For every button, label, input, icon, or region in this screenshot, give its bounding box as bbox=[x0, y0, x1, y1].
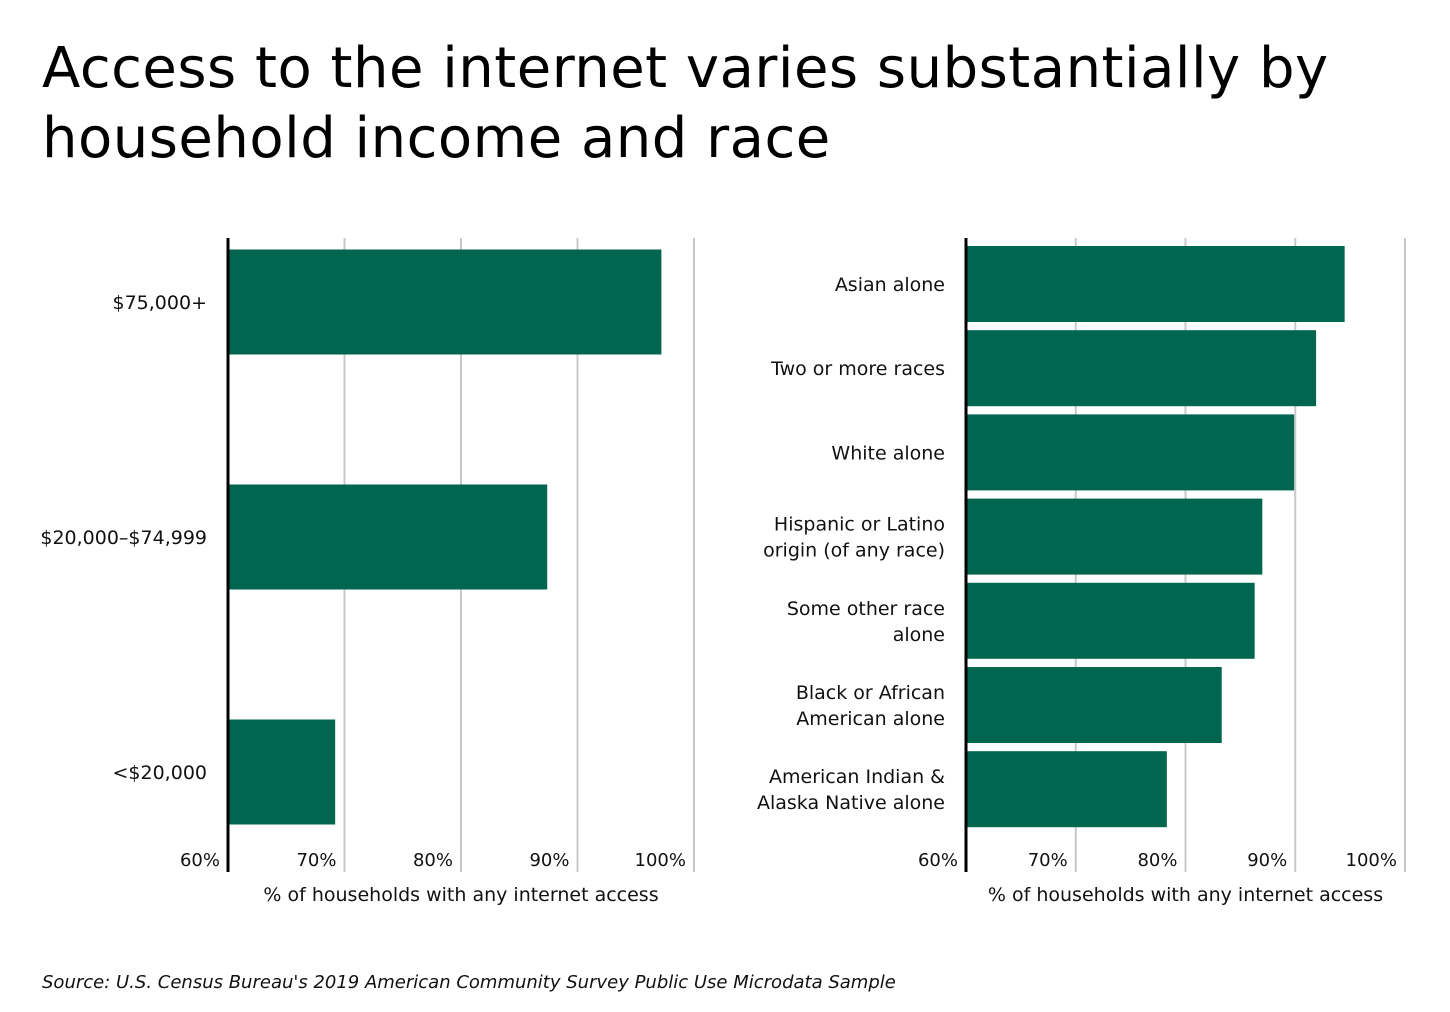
race-category-label: Hispanic or Latino bbox=[774, 514, 945, 536]
race-category-label: Asian alone bbox=[835, 274, 945, 296]
race-bar bbox=[966, 667, 1222, 743]
income-tick-label: 70% bbox=[296, 850, 336, 871]
income-tick-label: 100% bbox=[635, 850, 686, 871]
race-category-label: Alaska Native alone bbox=[757, 792, 945, 814]
income-bar bbox=[228, 484, 548, 590]
race-bar bbox=[966, 498, 1263, 575]
race-tick-label: 70% bbox=[1028, 850, 1068, 871]
income-x-axis-title: % of households with any internet access bbox=[263, 884, 658, 906]
income-tick-label: 90% bbox=[529, 850, 569, 871]
income-bar bbox=[228, 249, 662, 355]
race-bar bbox=[966, 330, 1317, 407]
race-tick-label: 60% bbox=[918, 850, 958, 871]
race-category-label: Some other race bbox=[787, 598, 945, 620]
race-bar bbox=[966, 246, 1345, 322]
race-category-label: Black or African bbox=[796, 682, 945, 704]
race-x-axis-title: % of households with any internet access bbox=[988, 884, 1383, 906]
race-category-label: Two or more races bbox=[770, 358, 945, 380]
income-tick-label: 60% bbox=[180, 850, 220, 871]
race-tick-label: 100% bbox=[1346, 850, 1397, 871]
income-category-label: <$20,000 bbox=[113, 762, 208, 784]
race-tick-label: 80% bbox=[1137, 850, 1177, 871]
income-category-label: $20,000–$74,999 bbox=[40, 527, 207, 549]
income-category-label: $75,000+ bbox=[113, 292, 208, 314]
race-category-label: American Indian & bbox=[769, 766, 945, 788]
race-category-label: alone bbox=[893, 624, 945, 646]
race-bar bbox=[966, 751, 1167, 828]
page-title: Access to the internet varies substantia… bbox=[42, 36, 1329, 171]
race-tick-label: 90% bbox=[1247, 850, 1287, 871]
race-bar bbox=[966, 582, 1255, 659]
race-bar bbox=[966, 414, 1295, 491]
race-category-label: origin (of any race) bbox=[763, 540, 945, 562]
source-note: Source: U.S. Census Bureau's 2019 Americ… bbox=[42, 972, 896, 993]
income-bar bbox=[228, 719, 336, 825]
income-tick-label: 80% bbox=[413, 850, 453, 871]
race-category-label: White alone bbox=[831, 442, 945, 464]
race-category-label: American alone bbox=[796, 708, 945, 730]
